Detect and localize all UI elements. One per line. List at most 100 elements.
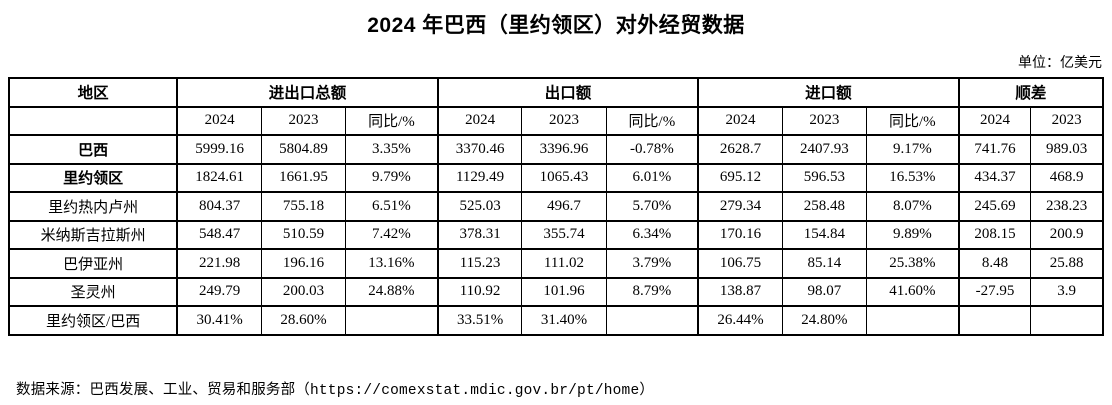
- value-cell: 6.34%: [605, 219, 699, 250]
- subheader-year: 2024: [176, 105, 262, 136]
- region-subheader-empty: [8, 105, 178, 136]
- value-cell: 355.74: [521, 219, 607, 250]
- group-header-total-trade: 进出口总额: [176, 77, 439, 108]
- value-cell: 496.7: [521, 191, 607, 222]
- value-cell: 9.17%: [865, 134, 960, 165]
- sub-header-row: 2024 2023 同比/% 2024 2023 同比/% 2024 2023 …: [8, 105, 1104, 136]
- value-cell: 1824.61: [176, 162, 262, 193]
- value-cell: 3.9: [1030, 276, 1104, 307]
- value-cell: 8.48: [957, 248, 1032, 279]
- value-cell: 238.23: [1030, 191, 1104, 222]
- value-cell: 9.79%: [345, 162, 439, 193]
- table-row: 里约领区/巴西 30.41% 28.60% 33.51% 31.40% 26.44% 24.…: [8, 305, 1104, 336]
- value-cell: 3.35%: [345, 134, 439, 165]
- value-cell: 8.07%: [865, 191, 960, 222]
- value-cell: 7.42%: [345, 219, 439, 250]
- value-cell: 138.87: [697, 276, 783, 307]
- table-row: 里约热内卢州 804.37 755.18 6.51% 525.03 496.7 5.70% 2…: [8, 191, 1104, 222]
- subheader-yoy: 同比/%: [605, 105, 699, 136]
- value-cell: 85.14: [781, 248, 867, 279]
- value-cell: 434.37: [957, 162, 1032, 193]
- value-cell: 200.9: [1030, 219, 1104, 250]
- value-cell: 30.41%: [176, 305, 262, 336]
- subheader-yoy: 同比/%: [345, 105, 439, 136]
- value-cell: 525.03: [436, 191, 523, 222]
- group-header-imports: 进口额: [697, 77, 960, 108]
- region-column-header: 地区: [8, 77, 178, 108]
- value-cell: 25.38%: [865, 248, 960, 279]
- value-cell: 279.34: [697, 191, 783, 222]
- subheader-year: 2023: [1030, 105, 1104, 136]
- table-row: 米纳斯吉拉斯州 548.47 510.59 7.42% 378.31 355.74 6.34…: [8, 219, 1104, 250]
- value-cell: 6.51%: [345, 191, 439, 222]
- value-cell: 5804.89: [260, 134, 347, 165]
- value-cell: 101.96: [521, 276, 607, 307]
- value-cell: 378.31: [436, 219, 523, 250]
- subheader-year: 2023: [260, 105, 347, 136]
- value-cell: [957, 305, 1032, 336]
- value-cell: 5.70%: [605, 191, 699, 222]
- value-cell: [1030, 305, 1104, 336]
- value-cell: [605, 305, 699, 336]
- value-cell: 24.80%: [781, 305, 867, 336]
- region-cell: 里约领区: [8, 162, 178, 193]
- value-cell: 31.40%: [521, 305, 607, 336]
- subheader-year: 2024: [436, 105, 523, 136]
- value-cell: 33.51%: [436, 305, 523, 336]
- value-cell: 741.76: [957, 134, 1032, 165]
- value-cell: 548.47: [176, 219, 262, 250]
- table-row: 巴西 5999.16 5804.89 3.35% 3370.46 3396.96 -0.78…: [8, 134, 1104, 165]
- value-cell: 468.9: [1030, 162, 1104, 193]
- value-cell: 989.03: [1030, 134, 1104, 165]
- value-cell: 25.88: [1030, 248, 1104, 279]
- value-cell: 8.79%: [605, 276, 699, 307]
- table-row: 里约领区 1824.61 1661.95 9.79% 1129.49 1065.43 6.0…: [8, 162, 1104, 193]
- table-body: 巴西 5999.16 5804.89 3.35% 3370.46 3396.96 -0.78…: [8, 134, 1104, 336]
- region-cell: 里约领区/巴西: [8, 305, 178, 336]
- value-cell: 695.12: [697, 162, 783, 193]
- subheader-year: 2024: [697, 105, 783, 136]
- value-cell: -0.78%: [605, 134, 699, 165]
- value-cell: 2407.93: [781, 134, 867, 165]
- value-cell: -27.95: [957, 276, 1032, 307]
- value-cell: 249.79: [176, 276, 262, 307]
- subheader-year: 2023: [521, 105, 607, 136]
- value-cell: 1065.43: [521, 162, 607, 193]
- value-cell: 258.48: [781, 191, 867, 222]
- value-cell: 9.89%: [865, 219, 960, 250]
- value-cell: 16.53%: [865, 162, 960, 193]
- value-cell: 3370.46: [436, 134, 523, 165]
- group-header-surplus: 顺差: [957, 77, 1104, 108]
- table-row: 巴伊亚州 221.98 196.16 13.16% 115.23 111.02 3.79% 1…: [8, 248, 1104, 279]
- value-cell: 26.44%: [697, 305, 783, 336]
- value-cell: 1129.49: [436, 162, 523, 193]
- value-cell: 2628.7: [697, 134, 783, 165]
- value-cell: 106.75: [697, 248, 783, 279]
- value-cell: 41.60%: [865, 276, 960, 307]
- value-cell: 170.16: [697, 219, 783, 250]
- value-cell: 3.79%: [605, 248, 699, 279]
- value-cell: 3396.96: [521, 134, 607, 165]
- value-cell: 5999.16: [176, 134, 262, 165]
- value-cell: 245.69: [957, 191, 1032, 222]
- region-cell: 巴伊亚州: [8, 248, 178, 279]
- value-cell: 98.07: [781, 276, 867, 307]
- value-cell: 154.84: [781, 219, 867, 250]
- unit-label: 单位：亿美元: [1018, 56, 1102, 71]
- value-cell: [865, 305, 960, 336]
- group-header-exports: 出口额: [436, 77, 699, 108]
- value-cell: 13.16%: [345, 248, 439, 279]
- value-cell: 755.18: [260, 191, 347, 222]
- value-cell: 6.01%: [605, 162, 699, 193]
- page-title: 2024 年巴西（里约领区）对外经贸数据: [367, 14, 745, 37]
- value-cell: 200.03: [260, 276, 347, 307]
- table-row: 圣灵州 249.79 200.03 24.88% 110.92 101.96 8.79% 13…: [8, 276, 1104, 307]
- group-header-row: 地区 进出口总额 出口额 进口额 顺差: [8, 77, 1104, 108]
- value-cell: 510.59: [260, 219, 347, 250]
- value-cell: 110.92: [436, 276, 523, 307]
- value-cell: 28.60%: [260, 305, 347, 336]
- subheader-year: 2024: [957, 105, 1032, 136]
- value-cell: 24.88%: [345, 276, 439, 307]
- value-cell: 596.53: [781, 162, 867, 193]
- subheader-yoy: 同比/%: [865, 105, 960, 136]
